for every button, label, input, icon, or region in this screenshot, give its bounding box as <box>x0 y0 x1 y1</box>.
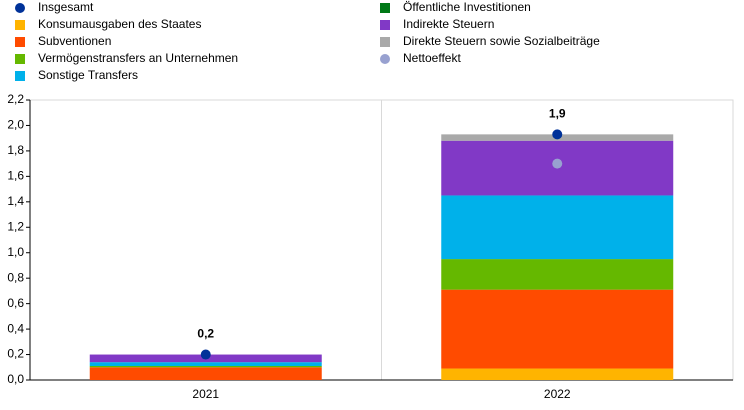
bar-segment <box>441 289 674 369</box>
legend-marker <box>380 54 390 64</box>
dot-marker <box>552 129 563 140</box>
x-tick-label: 2021 <box>192 387 219 401</box>
legend-label: Öffentliche Investitionen <box>403 0 531 14</box>
legend-marker <box>380 20 390 30</box>
y-tick-label: 1,8 <box>7 143 24 157</box>
legend-label: Insgesamt <box>38 0 94 14</box>
legend-marker <box>15 54 25 64</box>
bar-segment <box>89 367 322 380</box>
y-tick-label: 2,2 <box>7 92 24 106</box>
dot-marker <box>552 158 563 169</box>
legend-label: Konsumausgaben des Staates <box>38 17 201 31</box>
bar-segment <box>441 195 674 260</box>
bar-segment <box>89 366 322 368</box>
x-tick-label: 2022 <box>544 387 571 401</box>
legend-marker <box>15 20 25 30</box>
value-label: 1,9 <box>549 107 566 121</box>
y-tick-label: 1,2 <box>7 219 24 233</box>
legend-label: Direkte Steuern sowie Sozialbeiträge <box>403 34 600 48</box>
y-tick-label: 0,2 <box>7 347 24 361</box>
y-tick-label: 1,0 <box>7 245 24 259</box>
y-tick-label: 0,6 <box>7 296 24 310</box>
legend-label: Sonstige Transfers <box>38 68 138 82</box>
value-label: 0,2 <box>197 327 214 341</box>
legend-marker <box>380 37 390 47</box>
y-tick-label: 1,4 <box>7 194 24 208</box>
dot-marker <box>200 349 211 360</box>
legend-marker <box>15 71 25 81</box>
legend-marker <box>15 3 25 13</box>
legend-label: Vermögenstransfers an Unternehmen <box>38 51 238 65</box>
legend-label: Subventionen <box>38 34 111 48</box>
bar-segment <box>441 259 674 290</box>
y-tick-label: 0,0 <box>7 372 24 386</box>
y-tick-label: 0,4 <box>7 321 24 335</box>
y-tick-label: 0,8 <box>7 270 24 284</box>
bar-segment <box>441 368 674 380</box>
legend-label: Nettoeffekt <box>403 51 461 65</box>
y-tick-label: 2,0 <box>7 118 24 132</box>
legend-marker <box>380 3 390 13</box>
legend-label: Indirekte Steuern <box>403 17 494 31</box>
bar-segment <box>89 362 322 366</box>
legend-marker <box>15 37 25 47</box>
y-tick-label: 1,6 <box>7 169 24 183</box>
